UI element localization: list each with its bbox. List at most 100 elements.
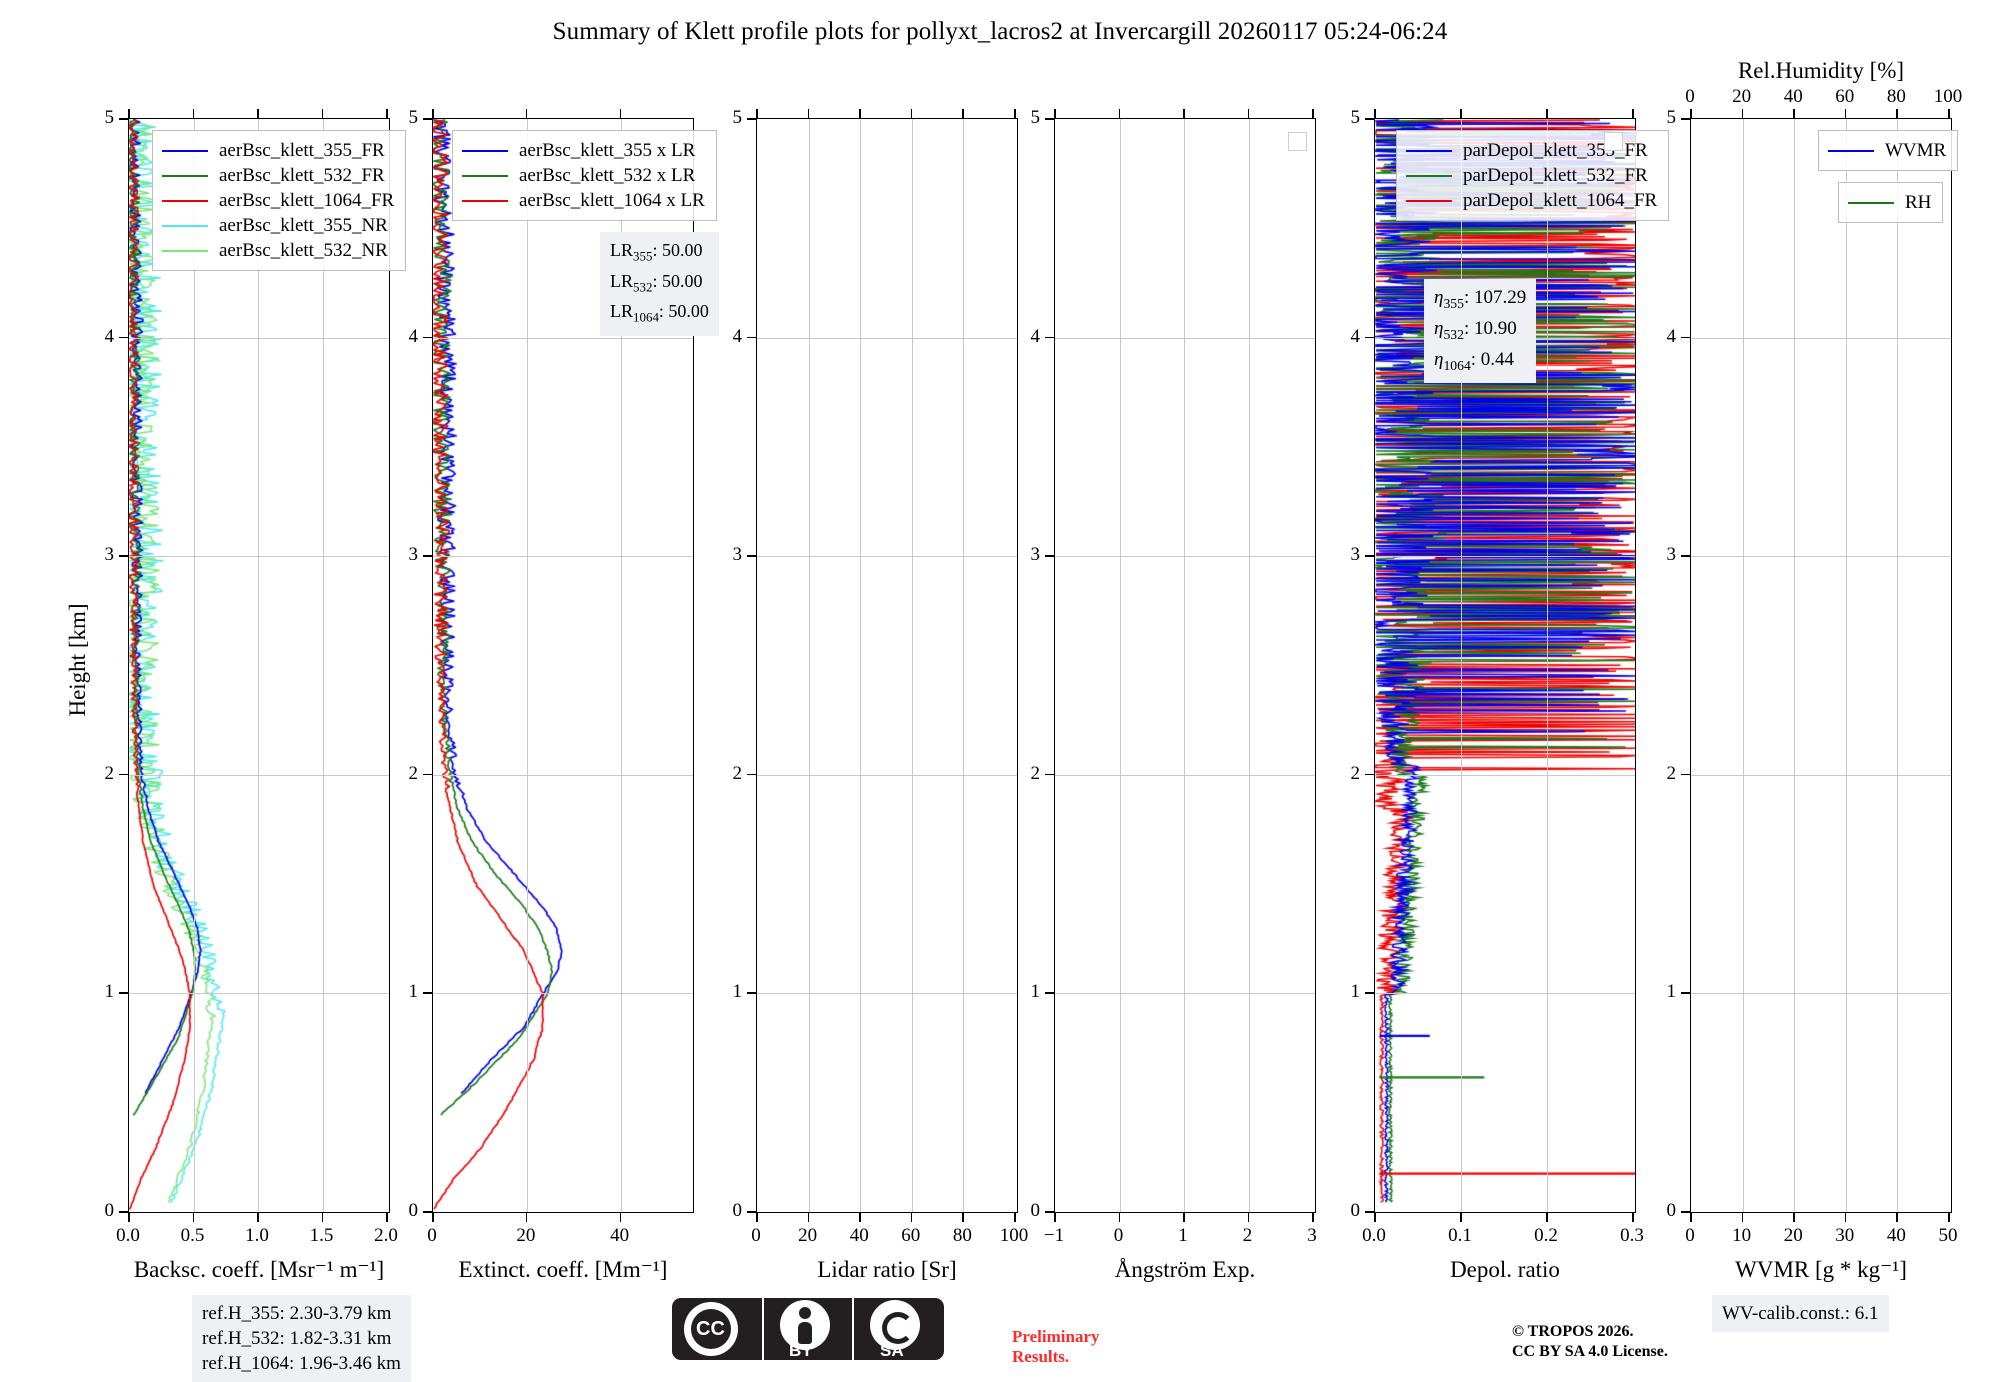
gridline-horizontal [757, 337, 1017, 339]
x-axis-tick [1374, 1213, 1376, 1222]
x-axis-tick [1844, 1213, 1847, 1222]
x-axis-tick-label: 2 [1242, 1225, 1253, 1246]
legend-color-swatch [462, 149, 508, 152]
x-axis-tick [386, 1213, 388, 1222]
y-axis-tick-label: 4 [104, 325, 115, 347]
y-axis-tick-label: 2 [1350, 762, 1361, 784]
legend-item[interactable]: WVMR [1828, 138, 1946, 163]
y-axis-tick-label: 5 [1666, 107, 1677, 128]
x-axis-tick-label: 0 [1685, 1225, 1695, 1246]
gridline-horizontal [1375, 993, 1635, 995]
gridline-vertical [193, 119, 195, 1212]
y-axis-tick [747, 555, 756, 557]
legend-item[interactable]: parDepol_klett_355_FR [1406, 138, 1657, 163]
x-axis-tick [910, 1213, 913, 1222]
legend-rh[interactable]: RH [1838, 182, 1944, 223]
y-axis-tick [1681, 1211, 1690, 1213]
legend-item[interactable]: aerBsc_klett_532_NR [162, 238, 394, 263]
y-axis-tick-label: 3 [1350, 544, 1361, 566]
x-axis-tick-label: 1 [1178, 1225, 1188, 1246]
legend-item[interactable]: parDepol_klett_1064_FR [1406, 188, 1657, 213]
x-axis-tick [257, 1213, 259, 1222]
gridline-vertical [1184, 119, 1185, 1212]
legend-item[interactable]: aerBsc_klett_355 x LR [462, 138, 705, 163]
gridline-vertical [911, 119, 913, 1212]
x-axis-tick-top [1460, 109, 1462, 118]
top-axis-tick-label: 80 [1886, 86, 1906, 107]
top-axis-tick [1741, 109, 1744, 118]
wv-calibration-box: WV-calib.const.: 6.1 [1712, 1295, 1889, 1332]
y-axis-tick-label: 5 [1350, 107, 1361, 128]
x-axis-tick [1054, 1213, 1056, 1222]
legend-item[interactable]: aerBsc_klett_355_FR [162, 138, 394, 163]
legend-color-swatch [1406, 149, 1452, 152]
x-axis-title-depolarization: Depol. ratio [1450, 1257, 1560, 1282]
gridline-horizontal [1055, 993, 1315, 995]
legend-item[interactable]: aerBsc_klett_1064 x LR [462, 188, 705, 213]
y-axis-tick [1045, 336, 1054, 339]
sa-label: SA [880, 1341, 904, 1360]
x-axis-tick [128, 1213, 130, 1222]
gridline-horizontal [129, 337, 389, 339]
legend-item[interactable]: RH [1848, 190, 1931, 215]
x-axis-tick [1632, 1213, 1634, 1222]
legend-depolarization[interactable]: parDepol_klett_355_FR parDepol_klett_532_… [1396, 130, 1670, 221]
by-icon-body [798, 1322, 812, 1344]
legend-placeholder-lidar-ratio[interactable] [1288, 132, 1307, 151]
y-axis-tick-label: 0 [1350, 1200, 1361, 1221]
x-axis-tick-top [432, 109, 434, 118]
x-axis-tick-top [1312, 109, 1314, 118]
y-axis-tick-label: 2 [104, 762, 115, 784]
legend-placeholder-angstrom[interactable] [1604, 132, 1623, 151]
y-axis-tick [1365, 1211, 1374, 1213]
copyright-line-1: © TROPOS 2026. [1512, 1323, 1634, 1340]
legend-item[interactable]: aerBsc_klett_1064_FR [162, 188, 394, 213]
legend-item[interactable]: aerBsc_klett_532_FR [162, 163, 394, 188]
top-axis-tick [1896, 109, 1898, 118]
legend-backscatter[interactable]: aerBsc_klett_355_FR aerBsc_klett_532_FR ae… [152, 130, 407, 271]
y-axis-tick [1365, 773, 1374, 776]
x-axis-tick [1247, 1213, 1250, 1222]
legend-item[interactable]: aerBsc_klett_532 x LR [462, 163, 705, 188]
y-axis-tick-label: 2 [1666, 762, 1677, 784]
gridline-vertical [1461, 119, 1462, 1212]
plot-area-angstrom[interactable] [1054, 118, 1316, 1213]
x-axis-tick-label: 40 [1886, 1225, 1906, 1246]
legend-item[interactable]: aerBsc_klett_355_NR [162, 213, 394, 238]
y-axis-tick-label: 1 [732, 981, 743, 1003]
gridline-vertical [1248, 119, 1250, 1212]
x-axis-tick-label: 100 [999, 1225, 1029, 1246]
legend-label: RH [1905, 192, 1932, 213]
legend-extinction[interactable]: aerBsc_klett_355 x LR aerBsc_klett_532 x … [452, 130, 717, 221]
x-axis-tick [192, 1213, 195, 1222]
reference-height-line: ref.H_1064: 1.96-3.46 km [202, 1353, 401, 1374]
x-axis-tick-top [962, 109, 964, 118]
y-axis-tick-label: 3 [104, 544, 115, 566]
legend-color-swatch [462, 174, 508, 177]
x-axis-title-angstrom: Ångström Exp. [1114, 1257, 1256, 1282]
plot-area-lidar-ratio[interactable] [756, 118, 1018, 1213]
x-axis-tick-label: 20 [516, 1225, 536, 1246]
y-axis-tick-label: 2 [1030, 762, 1041, 784]
gridline-horizontal [433, 993, 693, 995]
x-axis-tick [525, 1213, 528, 1222]
y-axis-tick-label: 5 [732, 107, 743, 128]
x-axis-tick-label: 20 [798, 1225, 818, 1246]
reference-height-line: ref.H_355: 2.30-3.79 km [202, 1303, 392, 1324]
y-axis-tick [747, 1211, 756, 1213]
y-axis-tick-label: 2 [732, 762, 743, 784]
plot-area-wvmr-rh[interactable] [1690, 118, 1952, 1213]
gridline-horizontal [1055, 774, 1315, 776]
x-axis-tick-label: 10 [1732, 1225, 1752, 1246]
plot-area-backscatter[interactable] [128, 118, 390, 1213]
x-axis-title-extinction: Extinct. coeff. [Mm⁻¹] [458, 1257, 668, 1282]
x-axis-tick-label: 1.5 [309, 1225, 334, 1246]
preliminary-line-1: Preliminary [1012, 1327, 1100, 1346]
legend-item[interactable]: parDepol_klett_532_FR [1406, 163, 1657, 188]
panel-lidar-ratio: Lidar ratio [Sr] 0 1 2 3 4 5 0 20 40 60 80 100 [733, 107, 1334, 1282]
legend-label: aerBsc_klett_355 x LR [519, 140, 696, 161]
y-axis-tick-label: 3 [1666, 544, 1677, 566]
top-axis-title-rh: Rel.Humidity [%] [1737, 58, 1905, 83]
creative-commons-badge[interactable]: CC BY SA [672, 1298, 944, 1360]
legend-wvmr[interactable]: WVMR [1818, 130, 1959, 171]
